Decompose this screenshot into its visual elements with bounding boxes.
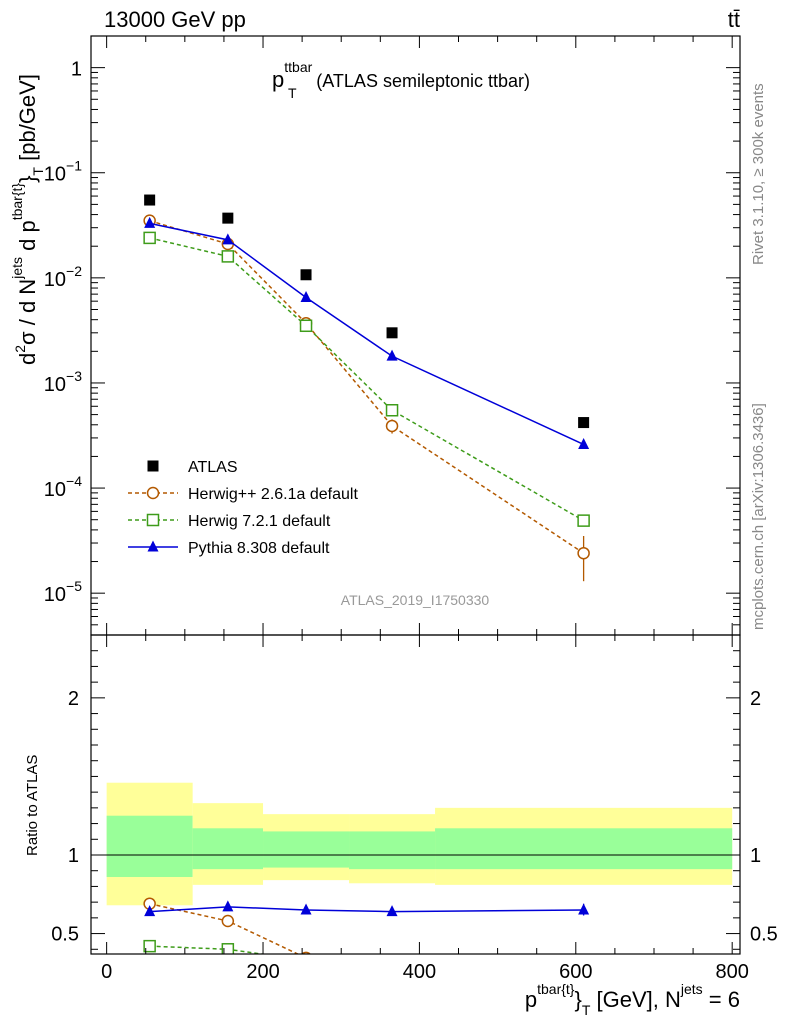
x-tick-label: 400	[403, 961, 436, 983]
main-x-ticks	[106, 36, 733, 635]
plot-title: pttbar(ATLAS semileptonic ttbar)	[272, 59, 530, 92]
y-tick-label: 10−5	[44, 578, 82, 606]
main-y-axis-label: d2σ / d Njets d ptbar{t}}T [pb/GeV]	[9, 74, 46, 365]
x-tick-label: 0	[101, 961, 112, 983]
title-sup: ttbar	[284, 59, 312, 75]
mcplots-label: mcplots.cern.ch [arXiv:1306.3436]	[750, 403, 767, 630]
title-rest: (ATLAS semileptonic ttbar)	[316, 71, 530, 91]
x-tick-label: 800	[715, 961, 748, 983]
data-point	[222, 212, 234, 224]
ratio-y-tick-label-right: 2	[750, 688, 761, 710]
series-line	[149, 219, 585, 554]
data-point	[299, 319, 313, 333]
legend-label: Herwig++ 2.6.1a default	[188, 486, 358, 503]
main-panel: 1 10−1 10−2 10−3 10−4 10−5 pttbar(ATLAS semil…	[9, 35, 741, 636]
legend-marker	[147, 540, 159, 552]
ratio-bands	[106, 782, 733, 906]
rivet-version-label: Rivet 3.1.10, ≥ 300k events	[750, 83, 767, 265]
data-point	[221, 250, 235, 263]
ratio-panel: 0.5 0.5 1 1 2 2 0 200 400 600 800 Ratio to ATLAS p…	[24, 634, 778, 1018]
ratio-y-tick-label: 0.5	[51, 924, 79, 946]
ratio-point	[578, 903, 590, 915]
data-point	[144, 216, 156, 228]
series-line	[149, 237, 584, 522]
data-point	[386, 349, 398, 361]
ratio-y-tick-label: 1	[68, 845, 79, 867]
title-symbol: p	[272, 67, 284, 92]
x-tick-label: 200	[246, 961, 279, 983]
ratio-point	[301, 955, 312, 966]
ratio-y-ticks: 0.5 0.5 1 1 2 2 0 200 400 600 800	[51, 650, 778, 983]
ratio-y-tick-label: 2	[68, 688, 79, 710]
legend-marker	[146, 513, 160, 527]
data-point	[300, 269, 312, 281]
ratio-y-tick-label-right: 1	[750, 845, 761, 867]
stat-uncertainty-band	[435, 828, 733, 870]
legend-label: Pythia 8.308 default	[188, 540, 330, 557]
main-y-ticks	[91, 35, 740, 636]
ratio-point	[387, 986, 398, 997]
data-point	[300, 291, 312, 303]
data-point	[386, 327, 398, 339]
legend-label: Herwig 7.2.1 default	[188, 513, 331, 530]
ratio-point	[144, 905, 156, 917]
ratio-point	[221, 914, 235, 928]
data-point	[578, 437, 590, 449]
ratio-point	[143, 939, 156, 953]
ratio-point	[221, 943, 235, 954]
stat-uncertainty-band	[106, 815, 193, 877]
ratio-x-ticks	[106, 635, 733, 954]
ratio-frame	[90, 634, 741, 955]
legend: ATLAS Herwig++ 2.6.1a default Herwig 7.2.1…	[128, 459, 358, 557]
analysis-watermark: ATLAS_2019_I1750330	[341, 592, 490, 608]
data-point	[577, 546, 590, 560]
main-series	[143, 194, 590, 582]
ratio-series-line	[149, 945, 267, 954]
legend-marker	[146, 486, 160, 500]
ratio-point	[300, 903, 312, 915]
series-line	[149, 222, 584, 446]
ratio-series	[143, 897, 590, 997]
ratio-point	[386, 905, 398, 917]
y-tick-label: 10−1	[44, 158, 82, 186]
stat-uncertainty-band	[349, 831, 436, 870]
ratio-x-axis-label: ptbar{t}}T [GeV], Njets = 6	[525, 981, 740, 1018]
title-sub: T	[288, 85, 297, 101]
ratio-y-tick-label-right: 0.5	[750, 924, 778, 946]
data-point	[385, 419, 399, 433]
data-point	[143, 231, 156, 245]
main-y-tick-labels: 1 10−1 10−2 10−3 10−4 10−5	[44, 59, 82, 607]
x-tick-label: 600	[559, 961, 592, 983]
stat-uncertainty-band	[263, 831, 350, 868]
legend-label: ATLAS	[188, 459, 238, 476]
ratio-series-line	[149, 906, 584, 913]
process-label: tt̄	[728, 7, 740, 32]
data-point	[385, 404, 399, 417]
y-tick-label: 10−2	[44, 263, 82, 291]
ratio-y-axis-label: Ratio to ATLAS	[24, 755, 41, 856]
ratio-point	[222, 900, 234, 912]
y-tick-label: 10−3	[44, 368, 82, 396]
energy-label: 13000 GeV pp	[104, 7, 246, 32]
y-tick-label: 1	[71, 59, 82, 81]
stat-uncertainty-band	[192, 828, 264, 870]
data-point	[577, 514, 590, 527]
data-point	[578, 417, 590, 429]
data-point	[144, 194, 156, 206]
data-point	[222, 233, 234, 245]
ratio-point	[387, 978, 398, 989]
y-tick-label: 10−4	[44, 473, 82, 501]
legend-marker	[147, 460, 159, 472]
